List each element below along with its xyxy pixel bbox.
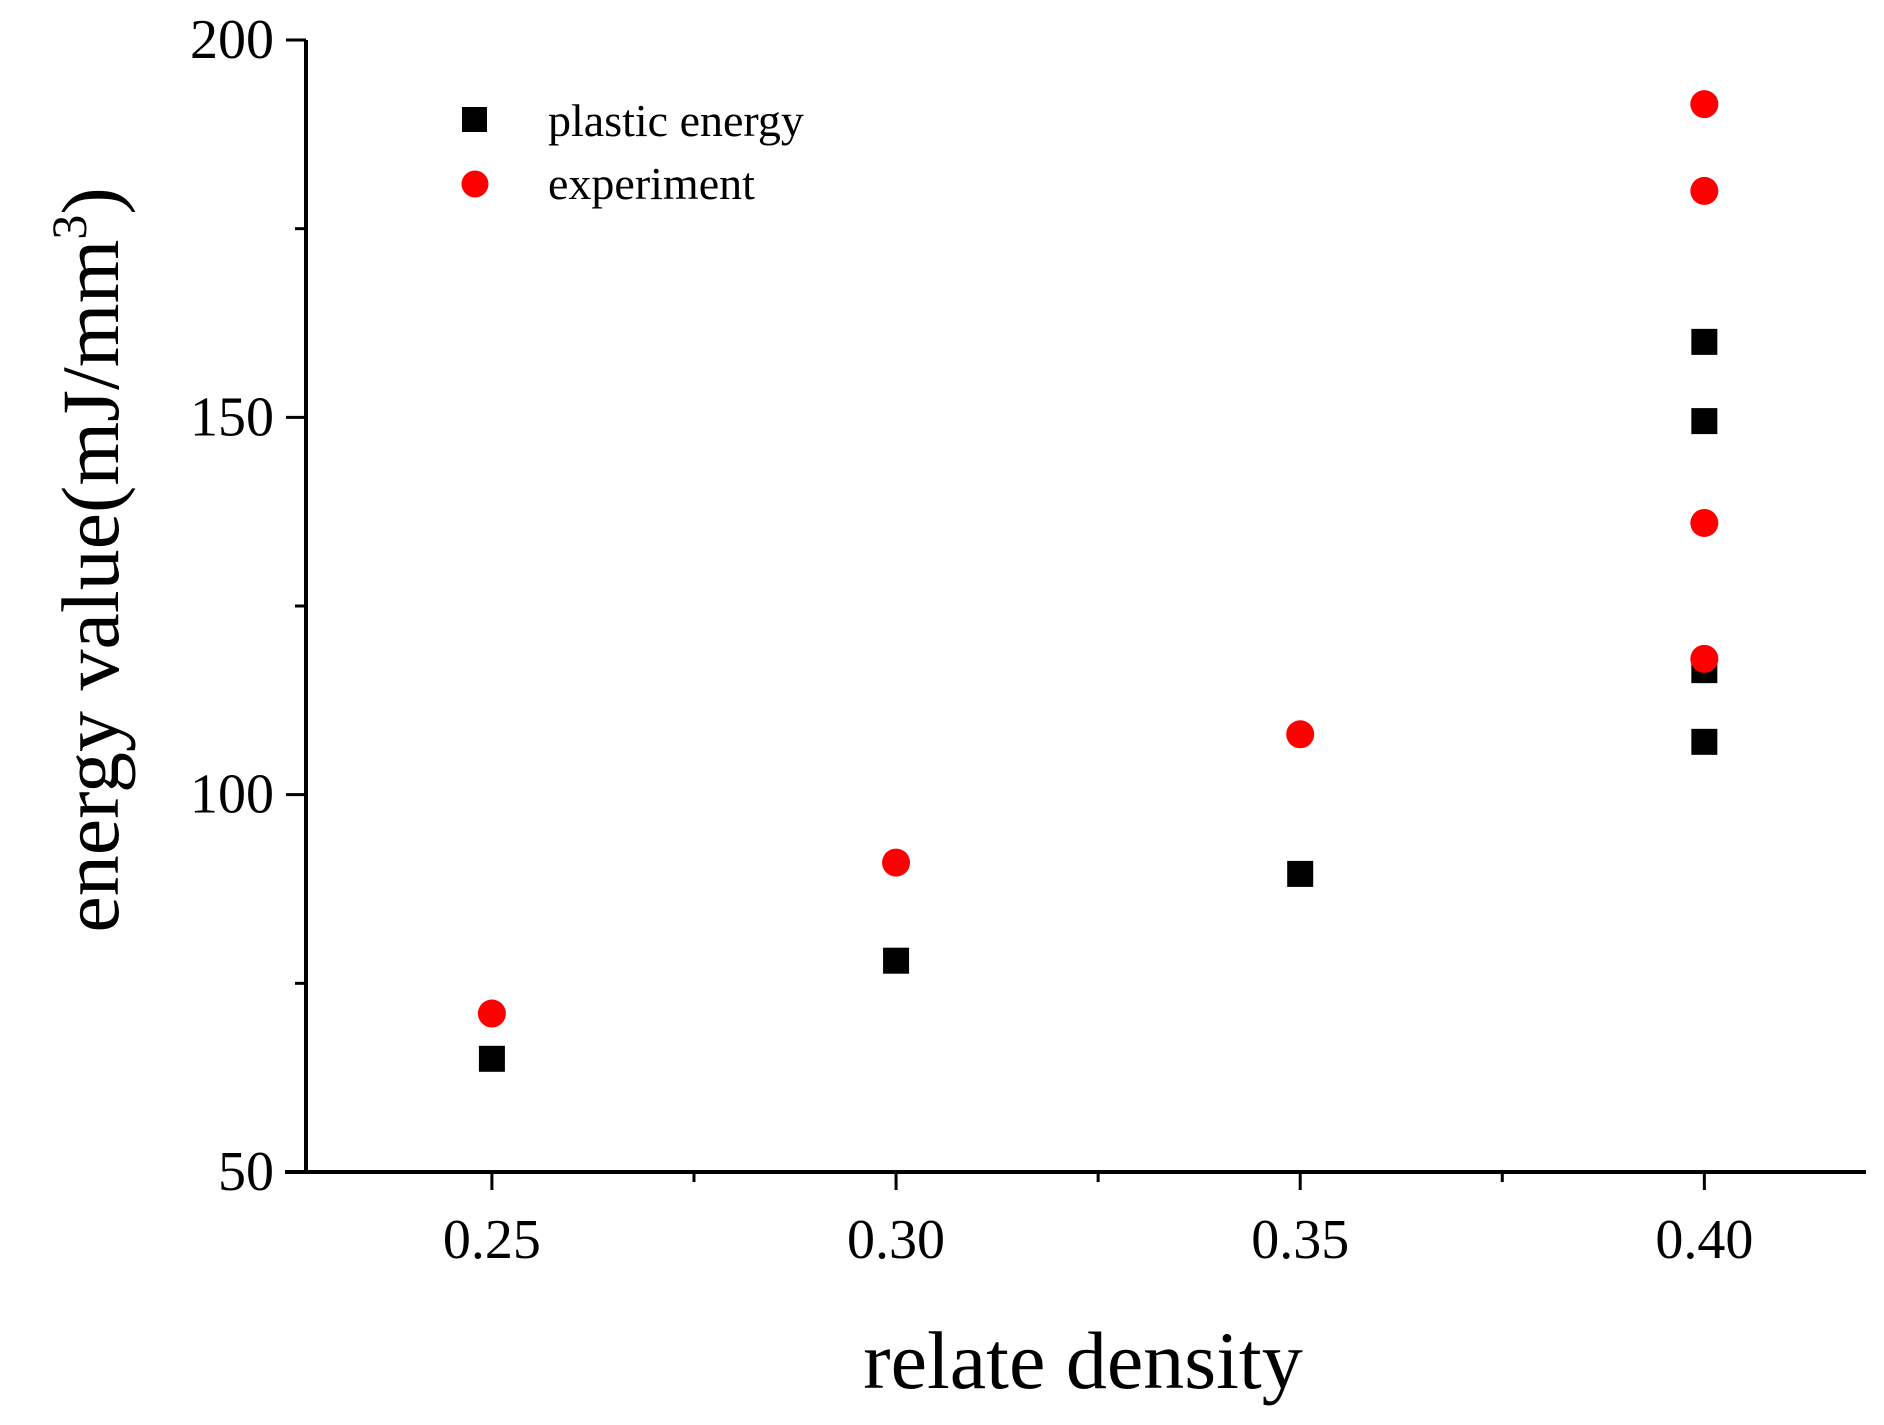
data-point-square — [478, 1045, 505, 1072]
y-tick-label: 100 — [190, 764, 274, 826]
data-point-square — [883, 947, 910, 974]
series-plastic-energy — [478, 328, 1718, 1072]
tick-labels: 0.25 0.30 0.35 0.40 50 100 150 200 — [190, 9, 1753, 1271]
x-tick-label: 0.40 — [1655, 1209, 1753, 1271]
data-point-circle — [1286, 720, 1315, 749]
data-point-circle — [477, 999, 506, 1028]
y-axis-title-text: energy value(mJ/mm — [45, 240, 136, 933]
data-point-square — [1691, 728, 1718, 755]
data-point-circle — [1690, 90, 1719, 119]
y-tick-label: 150 — [190, 386, 274, 448]
data-point-circle — [1690, 508, 1719, 537]
y-axis-title: energy value(mJ/mm3) — [41, 187, 136, 932]
y-tick-label: 50 — [218, 1141, 274, 1203]
data-point-circle — [1690, 176, 1719, 205]
data-point-square — [1691, 408, 1718, 435]
data-point-square — [1287, 860, 1314, 887]
data-point-circle — [1690, 644, 1719, 673]
x-axis-title: relate density — [863, 1315, 1302, 1406]
legend-label-plastic-energy: plastic energy — [548, 95, 804, 146]
legend-label-experiment: experiment — [548, 158, 755, 209]
x-tick-label: 0.25 — [443, 1209, 541, 1271]
data-point-circle — [882, 848, 911, 877]
legend: plastic energy experiment — [461, 95, 804, 209]
data-point-square — [1691, 328, 1718, 355]
ticks — [286, 38, 1706, 1190]
x-tick-label: 0.30 — [847, 1209, 945, 1271]
legend-marker-experiment — [461, 170, 489, 198]
y-axis-title-close: ) — [45, 187, 136, 214]
data-points — [477, 90, 1719, 1072]
axes — [285, 40, 1866, 1174]
x-tick-label: 0.35 — [1251, 1209, 1349, 1271]
legend-marker-plastic-energy — [462, 107, 487, 132]
series-experiment — [477, 90, 1719, 1028]
y-axis-title-superscript: 3 — [41, 215, 97, 240]
y-tick-label: 200 — [190, 9, 274, 71]
